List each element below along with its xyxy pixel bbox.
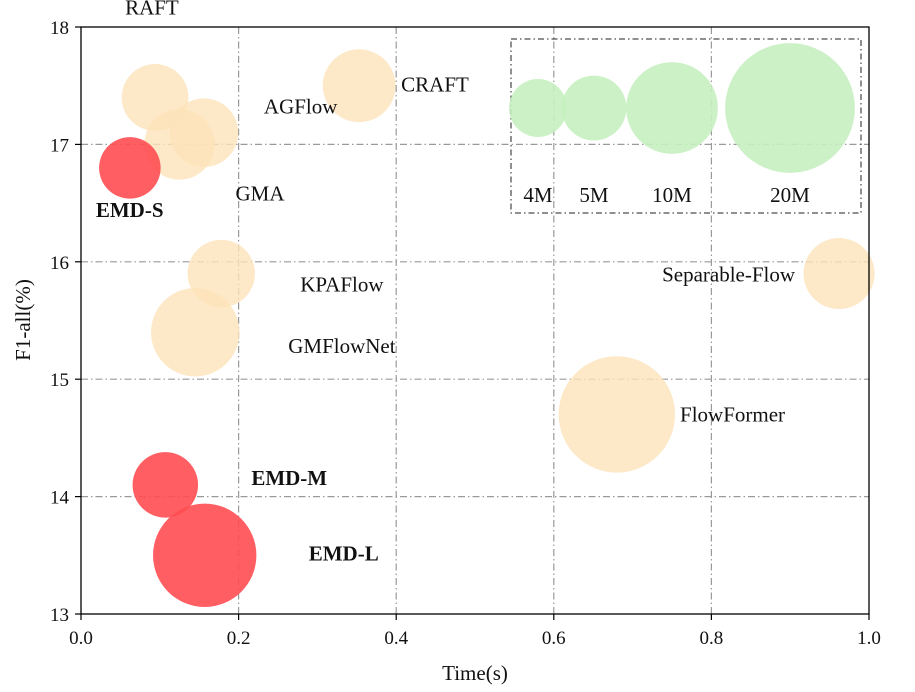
label-craft: CRAFT [401, 73, 469, 97]
plot-frame [80, 26, 870, 615]
bubble-emd-s [99, 137, 161, 199]
bubble-separable-flow [803, 238, 875, 310]
x-tick-label: 0.8 [700, 628, 724, 649]
x-tick-label: 1.0 [857, 628, 881, 649]
y-tick-label: 18 [50, 18, 69, 39]
label-emd-s: EMD-S [96, 198, 164, 222]
x-axis-label: Time(s) [442, 661, 508, 685]
y-tick-label: 15 [50, 370, 69, 391]
x-tick-label: 0.0 [69, 628, 93, 649]
y-tick-label: 14 [50, 488, 70, 509]
bubble-emd-l [153, 503, 257, 607]
bubble-size-legend: 4M 5M 10M 20M [509, 38, 862, 214]
legend-label-4m: 4M [523, 183, 553, 207]
label-agflow: AGFlow [264, 95, 338, 119]
label-flowformer: FlowFormer [680, 402, 785, 426]
label-gma: GMA [236, 181, 286, 205]
bubble-flowformer [558, 356, 676, 473]
x-tick-label: 0.6 [542, 628, 566, 649]
label-emd-l: EMD-L [309, 541, 379, 565]
label-kpaflow: KPAFlow [300, 273, 384, 297]
label-raft: RAFT [125, 0, 179, 19]
legend-frame [510, 38, 862, 214]
x-tick-label: 0.4 [384, 628, 408, 649]
bubble-gma [144, 109, 215, 180]
y-tick-label: 13 [50, 605, 69, 626]
y-axis-label: F1-all(%) [11, 279, 35, 361]
bubble-craft [322, 49, 396, 123]
axis-ticks: 0.0 0.2 0.4 0.6 0.8 1.0 13 14 15 16 17 18 [50, 18, 881, 649]
legend-bubble-10m [626, 62, 718, 154]
bubble-gmflownet [151, 288, 240, 377]
label-separable-flow: Separable-Flow [662, 263, 796, 287]
bubble-points [99, 49, 875, 607]
bubble-emd-m [132, 452, 199, 518]
point-labels: RAFT CRAFT AGFlow GMA EMD-S KPAFlow Separable-… [96, 0, 796, 565]
y-tick-label: 16 [50, 253, 69, 274]
legend-bubble-20m [725, 43, 855, 173]
legend-label-10m: 10M [652, 183, 692, 207]
legend-bubble-5m [561, 75, 627, 141]
x-tick-label: 0.2 [227, 628, 251, 649]
label-gmflownet: GMFlowNet [288, 334, 396, 358]
y-tick-label: 17 [50, 135, 69, 156]
legend-bubble-4m [509, 79, 567, 137]
legend-label-5m: 5M [579, 183, 609, 207]
label-emd-m: EMD-M [251, 466, 327, 490]
legend-label-20m: 20M [770, 183, 810, 207]
